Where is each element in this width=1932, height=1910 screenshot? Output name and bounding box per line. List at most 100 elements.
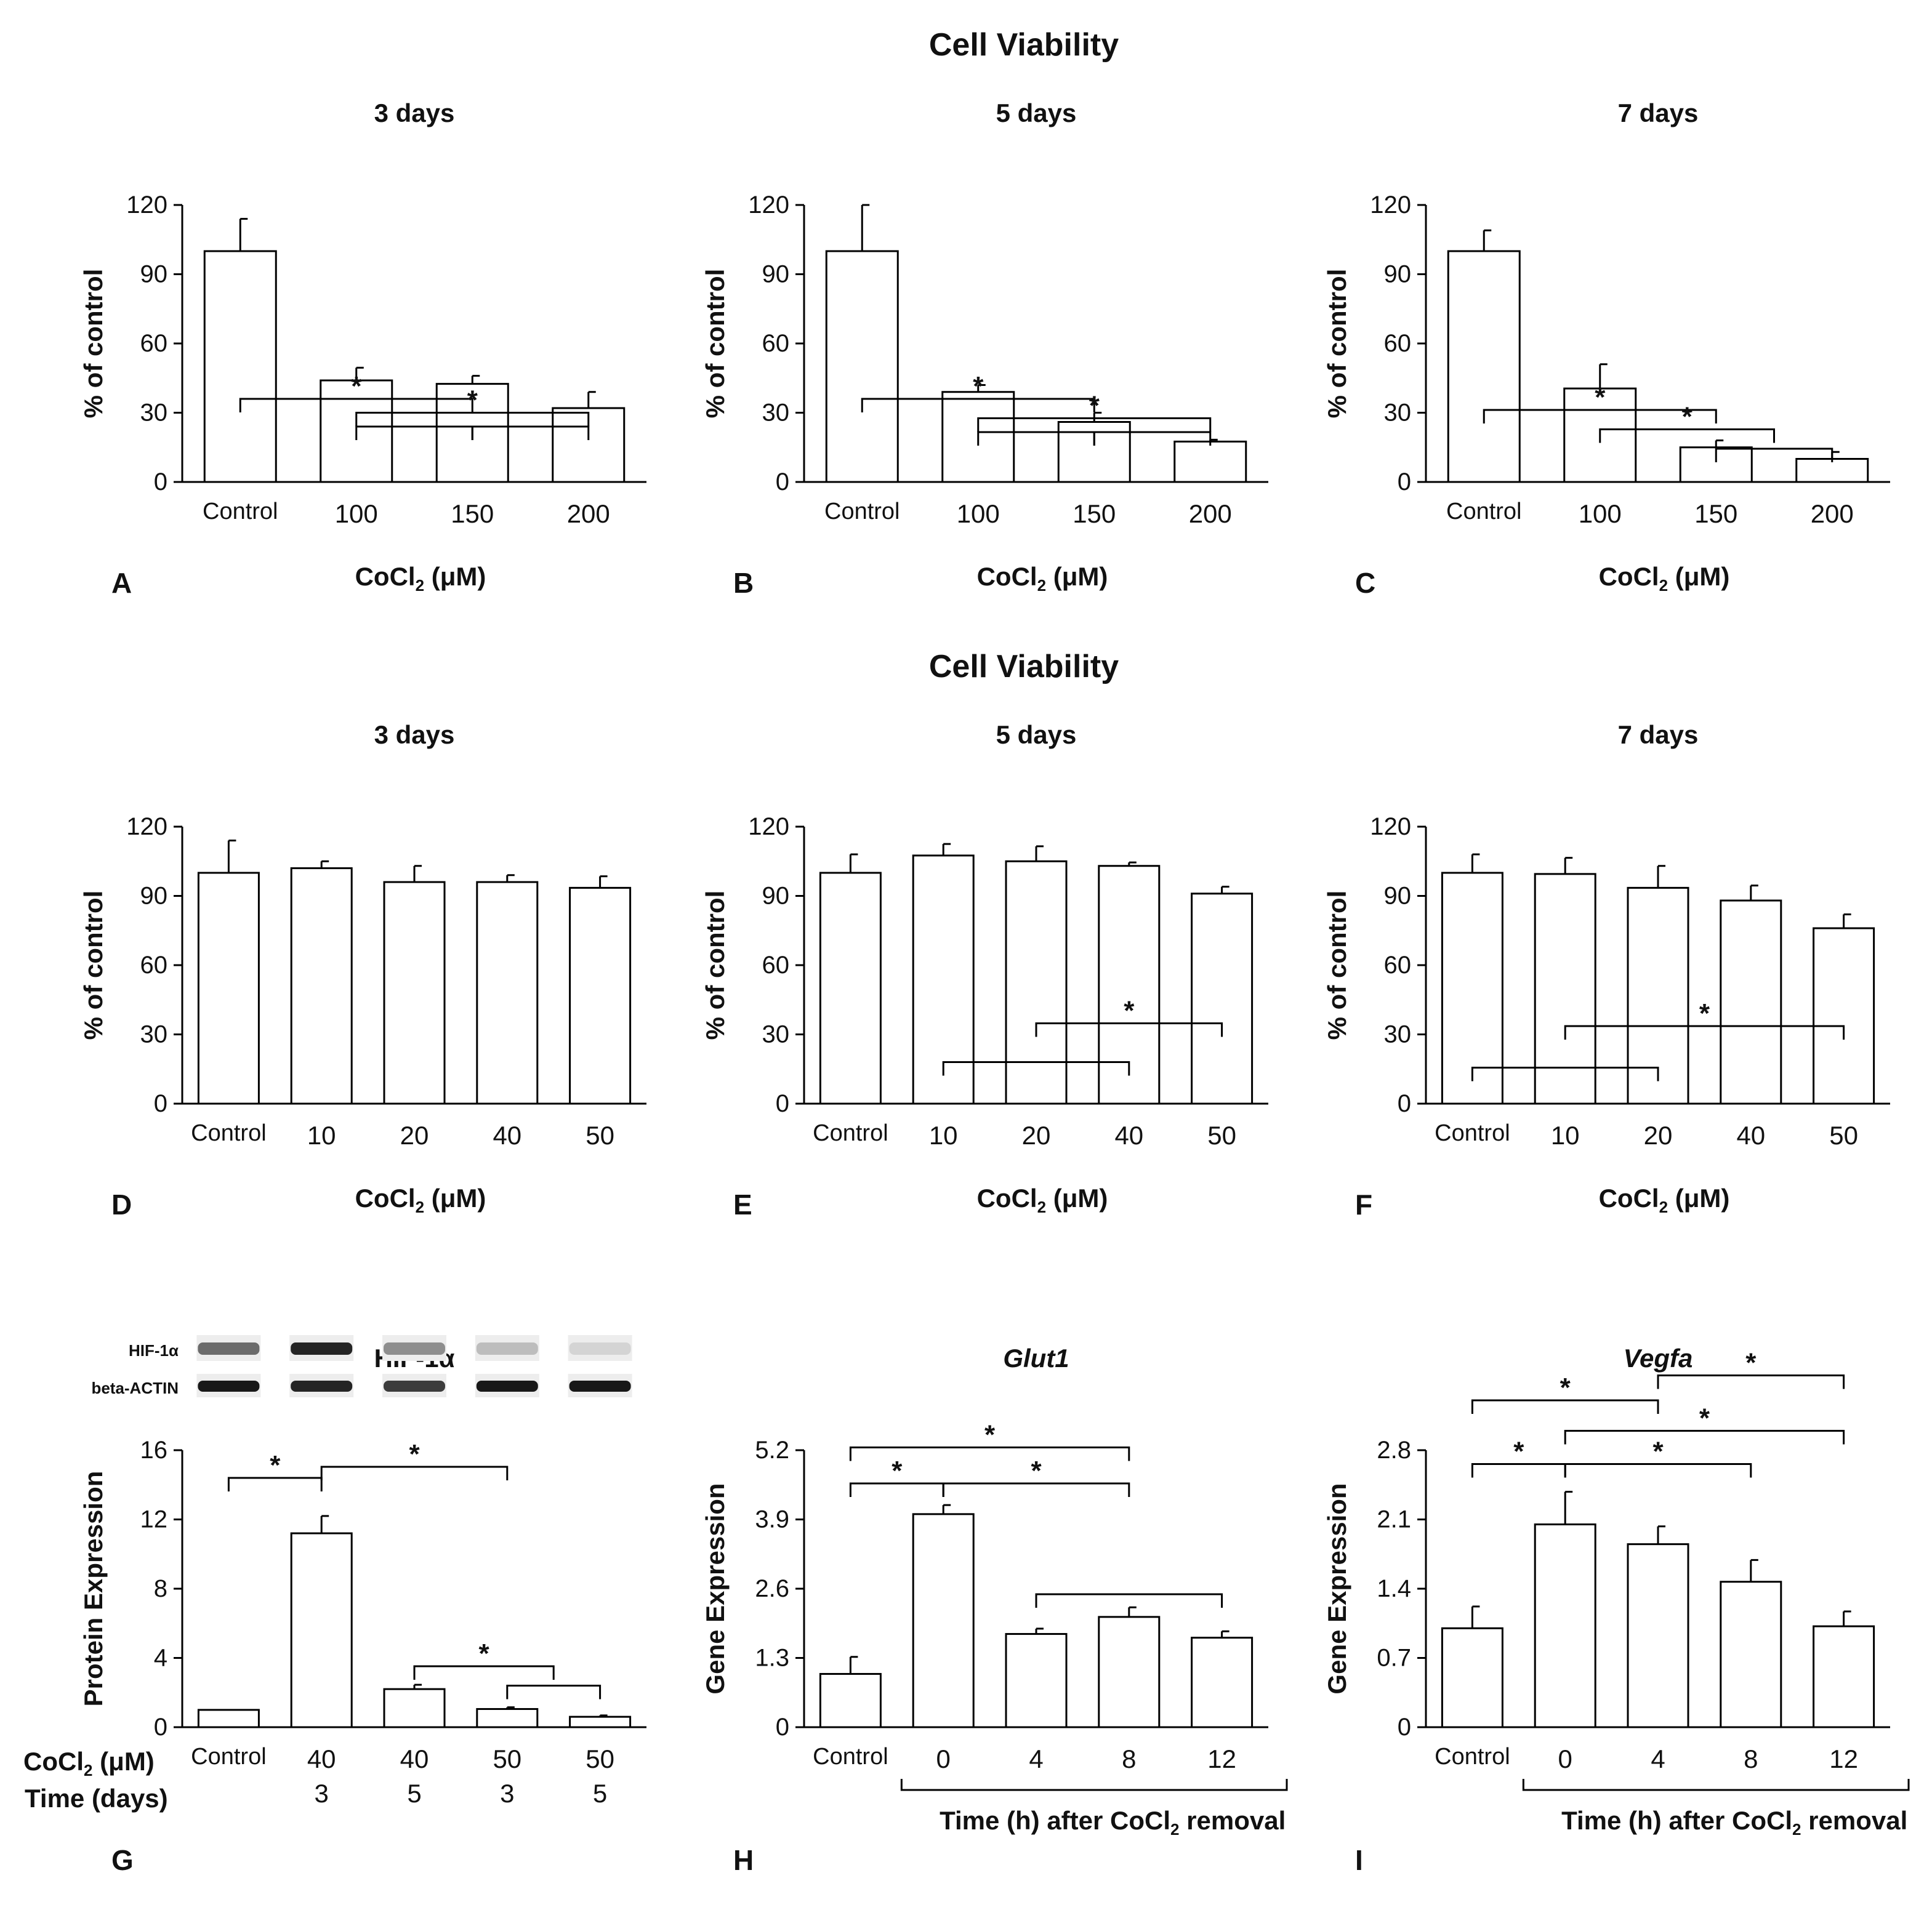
bar — [569, 886, 632, 1105]
significance-bracket — [942, 1061, 1130, 1076]
y-axis-label: % of control — [79, 269, 108, 419]
x-tick-label: Control — [1446, 499, 1522, 524]
chart-panel-A: 3 days 0 30 60 90 120 % of control Control 100 15… — [79, 98, 646, 599]
significance-star: * — [409, 1439, 420, 1469]
significance-star: * — [1699, 1403, 1710, 1434]
y-axis-label: % of control — [1322, 269, 1351, 419]
significance-bracket — [1471, 1067, 1659, 1081]
panel-letter: F — [1355, 1189, 1372, 1221]
bar — [912, 1513, 975, 1728]
x-tick-label: Control — [824, 499, 900, 524]
panel-title: 3 days — [374, 98, 455, 127]
x-tick-label: 100 — [1579, 499, 1622, 528]
bar — [476, 1707, 539, 1728]
y-tick-label: 0 — [776, 1714, 789, 1741]
x-tick-label: 100 — [335, 499, 378, 528]
panel-title: Vegfa — [1624, 1344, 1693, 1373]
y-tick-label: 120 — [126, 191, 167, 219]
y-tick-label: 90 — [140, 261, 168, 288]
y-tick-label: 90 — [762, 883, 790, 910]
bar — [1191, 1637, 1254, 1728]
x-tick-label: 4 — [1651, 1744, 1665, 1773]
chart-panel-C: 7 days 0 30 60 90 120 % of control Control 100 15… — [1322, 98, 1890, 599]
x-tick-label: 40 — [1114, 1121, 1143, 1150]
significance-star: * — [1682, 402, 1693, 432]
bar — [1813, 927, 1875, 1105]
y-tick-label: 120 — [748, 813, 789, 840]
blot-lane-bg — [475, 1335, 539, 1361]
bar — [1441, 872, 1503, 1105]
x-tick-label: 150 — [1694, 499, 1737, 528]
x-sublabel: 3 — [500, 1779, 514, 1808]
x-tick-label: Control — [191, 1744, 267, 1770]
y-tick-label: 60 — [762, 952, 790, 979]
blot-lane-bg — [382, 1335, 446, 1361]
bar — [1534, 1523, 1596, 1728]
bar — [819, 872, 882, 1105]
y-tick-label: 3.9 — [755, 1506, 789, 1533]
blot-band-hif — [198, 1342, 260, 1355]
y-axis-label: % of control — [1322, 891, 1351, 1040]
significance-bracket — [1657, 1374, 1845, 1389]
bar — [290, 1532, 353, 1728]
x-tick-label: 12 — [1829, 1744, 1858, 1773]
y-tick-label: 60 — [762, 330, 790, 357]
significance-star: * — [984, 1420, 996, 1450]
y-tick-label: 90 — [140, 883, 168, 910]
bar — [1627, 1543, 1689, 1728]
x-tick-label: Control — [191, 1120, 267, 1146]
panel-title: 7 days — [1618, 720, 1699, 749]
panel-letter: G — [111, 1844, 134, 1876]
y-tick-label: 4 — [154, 1645, 167, 1672]
y-tick-label: 60 — [140, 952, 168, 979]
bar — [1005, 1633, 1068, 1728]
x-tick-label: 200 — [1811, 499, 1854, 528]
blot-band-actin — [569, 1381, 631, 1392]
section-title-top: Cell Viability — [929, 27, 1119, 63]
blot-row-label: beta-ACTIN — [91, 1379, 179, 1397]
significance-star: * — [1699, 998, 1710, 1029]
bar — [1173, 440, 1247, 483]
bar — [1441, 1627, 1503, 1728]
y-tick-label: 30 — [140, 399, 168, 427]
significance-star: * — [1124, 996, 1135, 1026]
y-tick-label: 120 — [126, 813, 167, 840]
x-tick-label: 200 — [1189, 499, 1232, 528]
panel-letter: B — [733, 567, 754, 599]
significance-star: * — [1652, 1437, 1664, 1467]
significance-bracket — [1564, 1025, 1845, 1040]
panel-title: 5 days — [996, 98, 1077, 127]
x-tick-label: Control — [813, 1744, 888, 1770]
bar — [203, 250, 277, 483]
section-title-middle: Cell Viability — [929, 649, 1119, 684]
significance-bracket — [1564, 1463, 1752, 1478]
y-tick-label: 0 — [1398, 468, 1411, 496]
x-tick-label: Control — [813, 1120, 888, 1146]
bar — [197, 872, 260, 1105]
significance-bracket — [1483, 409, 1717, 423]
chart-panel-I: Vegfa 0 0.7 1.4 2.1 2.8 Gene Expression Control… — [1322, 1344, 1910, 1876]
x-axis-label: Time (h) after CoCl2 removal — [940, 1806, 1286, 1839]
x-tick-label: 12 — [1207, 1744, 1236, 1773]
y-tick-label: 0 — [154, 468, 167, 496]
y-tick-label: 2.6 — [755, 1575, 789, 1602]
blot-band-hif — [569, 1342, 631, 1355]
significance-bracket — [861, 398, 1095, 412]
significance-bracket — [471, 425, 590, 440]
y-tick-label: 90 — [1384, 883, 1412, 910]
bar — [1534, 873, 1596, 1105]
panel-letter: C — [1355, 567, 1375, 599]
bar — [1447, 250, 1521, 483]
chart-panel-D: 3 days 0 30 60 90 120 % of control Control 10 20 4… — [79, 720, 646, 1221]
bar — [825, 250, 899, 483]
y-tick-label: 0 — [1398, 1090, 1411, 1117]
x-tick-label: 100 — [957, 499, 1000, 528]
x-sublabel: 5 — [593, 1779, 607, 1808]
blot-band-hif — [476, 1342, 538, 1355]
x-tick-label: 40 — [400, 1744, 429, 1773]
significance-bracket — [1564, 1430, 1845, 1445]
y-tick-label: 0 — [776, 468, 789, 496]
bar — [197, 1709, 260, 1728]
y-tick-label: 30 — [140, 1021, 168, 1048]
